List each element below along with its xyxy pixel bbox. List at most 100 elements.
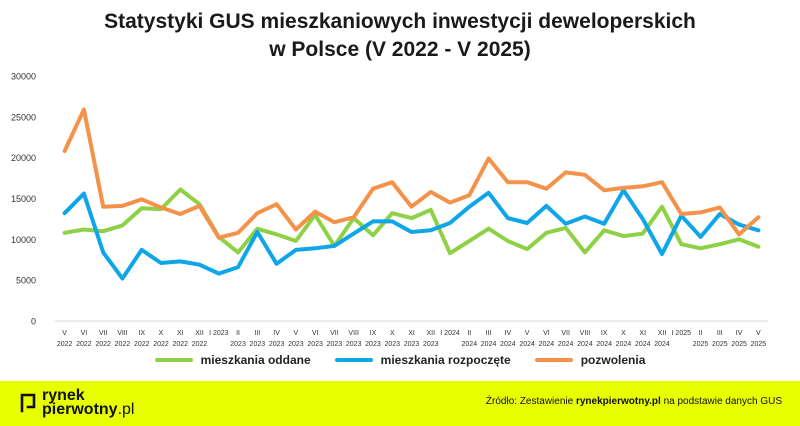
x-tick-label: IX	[370, 330, 377, 337]
x-tick-label: III	[486, 330, 492, 337]
x-tick-label: VIII	[348, 330, 359, 337]
source-site: rynekpierwotny.pl	[575, 396, 661, 407]
x-tick-label-year: 2022	[76, 341, 92, 348]
legend-swatch-oddane	[154, 358, 193, 362]
series-line-rozpoczete	[62, 188, 761, 281]
x-tick-label: II	[467, 330, 471, 337]
series-line-oddane	[62, 187, 761, 256]
x-tick-label: VIII	[580, 330, 591, 337]
brand-logo-text: rynek pierwotny.pl	[42, 387, 135, 418]
x-tick-label-year: 2024	[519, 341, 535, 348]
x-tick-label: X	[621, 330, 626, 337]
x-tick-label: III	[717, 330, 723, 337]
x-tick-label: I 2025	[672, 330, 692, 337]
x-tick-label: I 2024	[440, 330, 460, 337]
x-tick-label: IV	[736, 330, 743, 337]
x-tick-label: VII	[330, 330, 339, 337]
x-tick-label-year: 2023	[288, 341, 304, 348]
x-tick-label: VI	[81, 330, 88, 337]
x-tick-label-year: 2024	[654, 341, 670, 348]
x-tick-label-year: 2024	[558, 341, 574, 348]
legend-item-pozwolenia: pozwolenia	[534, 353, 646, 367]
y-tick-label: 10000	[11, 235, 36, 245]
logo-word-pierwotny: pierwotny	[42, 401, 118, 418]
chart-title-line-2: w Polsce (V 2022 - V 2025)	[269, 38, 531, 61]
x-tick-label: V	[62, 330, 67, 337]
legend-label-rozpoczete: mieszkania rozpoczęte	[380, 353, 511, 367]
chart-legend: mieszkania oddane mieszkania rozpoczęte …	[0, 353, 800, 367]
legend-item-rozpoczete: mieszkania rozpoczęte	[334, 353, 511, 367]
x-tick-label: XI	[177, 330, 184, 337]
x-tick-label-year: 2022	[192, 341, 208, 348]
x-tick-label: VII	[99, 330, 108, 337]
y-tick-label: 0	[31, 317, 36, 327]
x-tick-label-year: 2023	[230, 341, 246, 348]
x-tick-label-year: 2022	[57, 341, 73, 348]
source-note: Źródło: Zestawienie rynekpierwotny.pl na…	[486, 396, 782, 407]
x-tick-label-year: 2025	[693, 341, 709, 348]
x-tick-label: IV	[505, 330, 512, 337]
x-tick-label: II	[699, 330, 703, 337]
x-tick-label-year: 2023	[404, 341, 420, 348]
brand-logo-icon	[20, 393, 36, 413]
x-tick-label: XII	[426, 330, 435, 337]
x-tick-label-year: 2025	[751, 341, 767, 348]
x-tick-label: XII	[658, 330, 667, 337]
x-tick-label-year: 2022	[172, 341, 188, 348]
legend-item-oddane: mieszkania oddane	[154, 353, 311, 367]
x-tick-label: III	[254, 330, 260, 337]
x-tick-label-year: 2023	[423, 341, 439, 348]
x-tick-label: VI	[543, 330, 550, 337]
x-tick-label-year: 2025	[712, 341, 728, 348]
x-tick-label-year: 2024	[635, 341, 651, 348]
x-tick-label-year: 2024	[616, 341, 632, 348]
x-tick-label: VI	[312, 330, 319, 337]
x-tick-label-year: 2024	[596, 341, 612, 348]
y-tick-label: 5000	[16, 276, 36, 286]
x-tick-label-year: 2022	[115, 341, 131, 348]
x-tick-label-year: 2023	[307, 341, 323, 348]
x-tick-label: V	[525, 330, 530, 337]
x-tick-label: II	[236, 330, 240, 337]
x-tick-label: V	[756, 330, 761, 337]
x-tick-label-year: 2025	[731, 341, 747, 348]
x-tick-label-year: 2022	[95, 341, 111, 348]
x-tick-label-year: 2024	[481, 341, 497, 348]
y-tick-label: 25000	[11, 112, 36, 122]
x-tick-label-year: 2024	[577, 341, 593, 348]
y-tick-label: 30000	[11, 72, 36, 82]
legend-label-oddane: mieszkania oddane	[200, 353, 311, 367]
x-tick-label: XII	[195, 330, 204, 337]
x-tick-label-year: 2023	[327, 341, 343, 348]
x-tick-label: XI	[639, 330, 646, 337]
y-tick-label: 15000	[11, 194, 36, 204]
x-tick-label-year: 2024	[500, 341, 516, 348]
x-tick-label-year: 2024	[539, 341, 555, 348]
legend-swatch-rozpoczete	[334, 358, 373, 362]
series-line-pozwolenia	[62, 107, 761, 240]
x-tick-label-year: 2022	[134, 341, 150, 348]
x-tick-label-year: 2023	[269, 341, 285, 348]
y-tick-label: 20000	[11, 153, 36, 163]
footer-bar: rynek pierwotny.pl Źródło: Zestawienie r…	[0, 381, 800, 426]
line-chart: 0 5000 10000 15000 20000 25000 30000 V 2022 VI 202…	[11, 72, 768, 348]
x-tick-label: IX	[138, 330, 145, 337]
legend-label-pozwolenia: pozwolenia	[580, 353, 646, 367]
legend-swatch-pozwolenia	[534, 358, 573, 362]
x-tick-label-year: 2023	[365, 341, 381, 348]
x-tick-label-year: 2023	[346, 341, 362, 348]
x-tick-label: IV	[273, 330, 280, 337]
x-tick-label: X	[159, 330, 164, 337]
x-tick-label: X	[390, 330, 395, 337]
x-tick-label: IX	[601, 330, 608, 337]
x-tick-label-year: 2023	[384, 341, 400, 348]
x-tick-label: I 2023	[209, 330, 229, 337]
logo-word-rynek: rynek	[42, 387, 85, 404]
x-tick-label-year: 2022	[153, 341, 169, 348]
brand-logo[interactable]: rynek pierwotny.pl	[20, 387, 135, 418]
source-prefix: Źródło: Zestawienie	[485, 396, 576, 407]
x-tick-label-year: 2024	[462, 341, 478, 348]
logo-word-pl: .pl	[117, 401, 135, 418]
x-tick-label: VII	[561, 330, 570, 337]
x-tick-label: XI	[408, 330, 415, 337]
